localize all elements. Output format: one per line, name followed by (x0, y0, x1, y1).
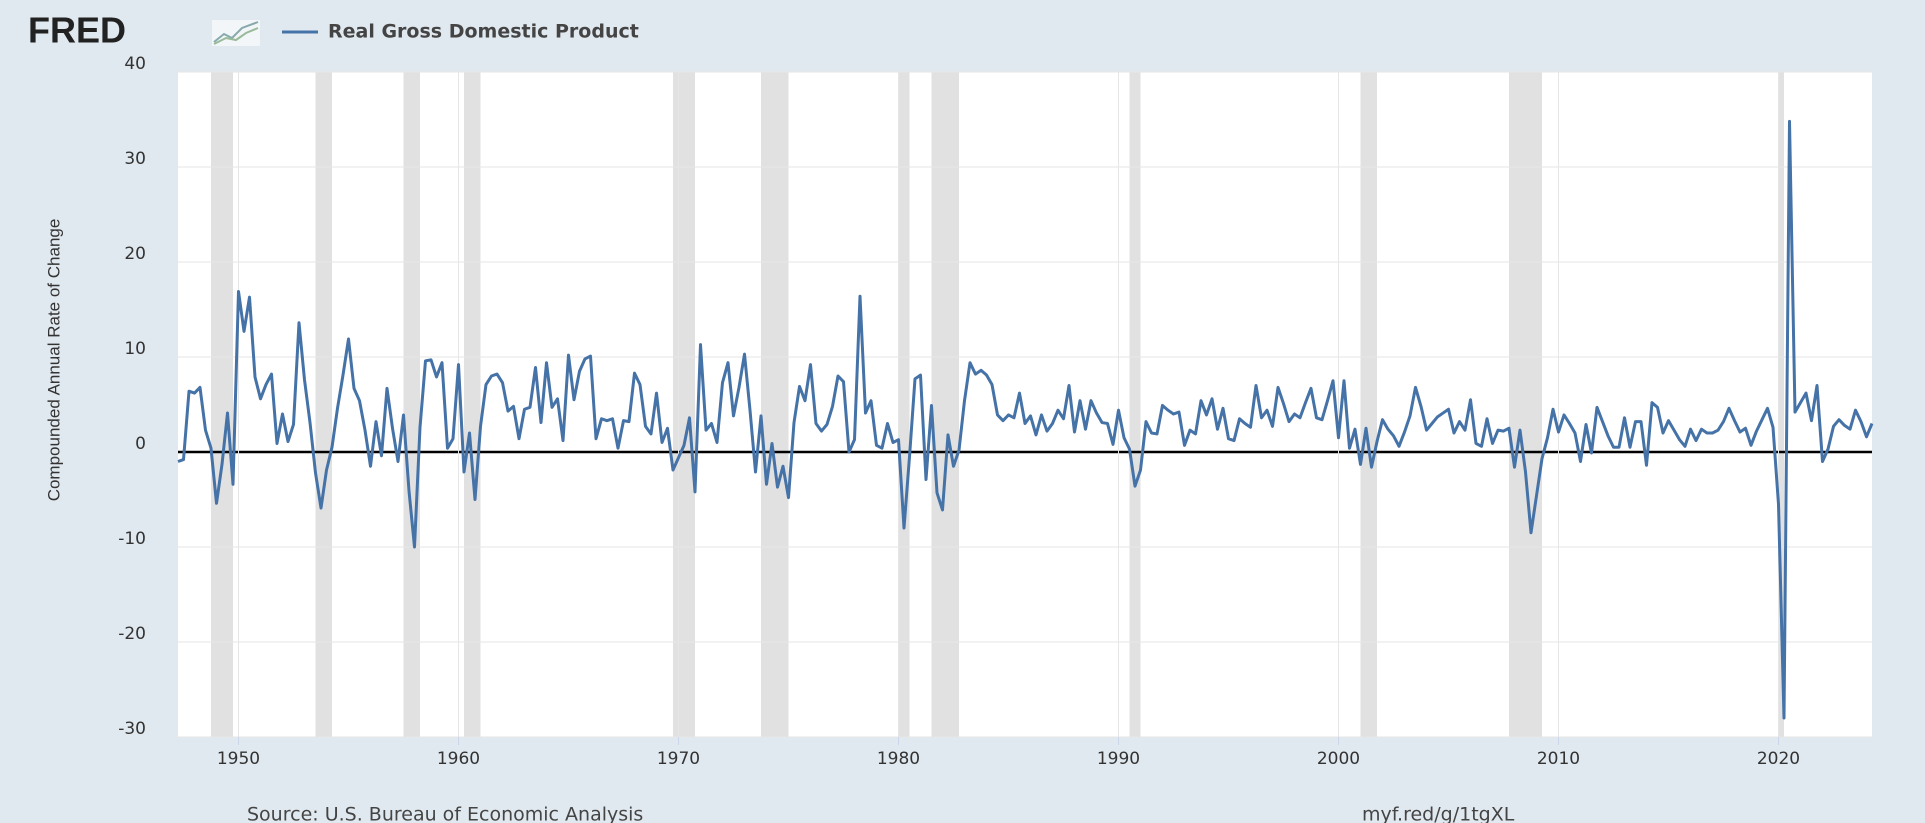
link[interactable]: myf.red/g/1tgXL (1362, 804, 1515, 823)
y-tick-label: -30 (118, 719, 146, 739)
y-tick-label: -10 (118, 529, 146, 549)
y-tick-label: 10 (124, 339, 146, 359)
series-line (177, 119, 1874, 720)
y-tick-label: 30 (124, 149, 146, 169)
plot-area (178, 72, 1872, 737)
x-tick-label: 2000 (1317, 749, 1360, 769)
x-tick-label: 2020 (1757, 749, 1800, 769)
x-tick-label: 2010 (1537, 749, 1580, 769)
logo-icon (212, 20, 260, 46)
recession-band (1778, 72, 1784, 737)
y-tick-label: -20 (118, 624, 146, 644)
recession-band (1509, 72, 1542, 737)
recession-band (898, 72, 910, 737)
logo: FRED (28, 10, 126, 51)
recession-band (931, 72, 959, 737)
x-tick-label: 1980 (877, 749, 920, 769)
recession-band (1129, 72, 1141, 737)
legend-label: Real Gross Domestic Product (328, 21, 639, 43)
recession-band (761, 72, 789, 737)
recession-band (464, 72, 481, 737)
y-tick-label: 0 (135, 434, 146, 454)
recession-band (1360, 72, 1377, 737)
x-tick-label: 1950 (217, 749, 260, 769)
y-tick-label: 40 (124, 54, 146, 74)
recession-band (403, 72, 420, 737)
x-tick-label: 1990 (1097, 749, 1140, 769)
source: Source: U.S. Bureau of Economic Analysis (247, 804, 643, 823)
x-tick-label: 1960 (437, 749, 480, 769)
recession-band (211, 72, 233, 737)
y-axis-title: Compounded Annual Rate of Change (44, 219, 63, 502)
recession-band (673, 72, 695, 737)
recession-band (315, 72, 332, 737)
y-tick-label: 20 (124, 244, 146, 264)
x-tick-label: 1970 (657, 749, 700, 769)
